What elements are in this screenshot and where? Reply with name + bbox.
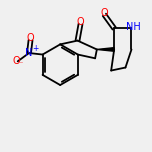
Polygon shape bbox=[97, 48, 114, 51]
Text: O: O bbox=[12, 56, 20, 66]
Text: NH: NH bbox=[126, 22, 140, 32]
Text: ⁻: ⁻ bbox=[19, 60, 23, 69]
Text: O: O bbox=[101, 8, 108, 18]
Text: N: N bbox=[25, 48, 33, 58]
Text: O: O bbox=[27, 33, 34, 43]
Text: O: O bbox=[77, 17, 84, 27]
Text: +: + bbox=[32, 44, 38, 53]
